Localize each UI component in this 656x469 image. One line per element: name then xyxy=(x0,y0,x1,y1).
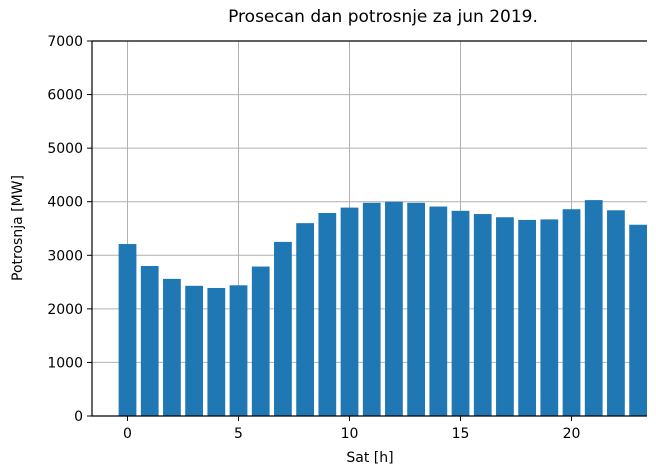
y-tick-label: 7000 xyxy=(47,34,83,50)
chart-title: Prosecan dan potrosnje za jun 2019. xyxy=(228,7,538,27)
axes-frame xyxy=(91,40,647,417)
bar xyxy=(473,214,492,416)
bar xyxy=(540,219,559,416)
x-tick-label: 0 xyxy=(123,426,132,442)
x-tick-label: 5 xyxy=(234,426,243,442)
bar xyxy=(140,266,159,416)
y-tick-label: 0 xyxy=(74,409,83,425)
bar xyxy=(229,285,248,416)
bar xyxy=(629,224,647,416)
bar xyxy=(362,202,381,416)
bar xyxy=(296,223,314,416)
y-tick-label: 5000 xyxy=(47,141,83,157)
x-tick-label: 15 xyxy=(452,426,470,442)
bar xyxy=(318,212,337,416)
bar xyxy=(518,219,536,416)
y-tick-label: 6000 xyxy=(47,88,83,104)
bar xyxy=(584,200,603,416)
y-tick-label: 1000 xyxy=(47,355,83,371)
bar xyxy=(429,206,448,416)
bar xyxy=(496,217,514,416)
y-tick-label: 4000 xyxy=(47,195,83,211)
bar xyxy=(340,207,359,416)
bar xyxy=(185,285,203,416)
x-tick-label: 10 xyxy=(341,426,359,442)
bar xyxy=(251,266,270,416)
bar xyxy=(407,202,425,416)
x-axis-label: Sat [h] xyxy=(346,450,393,466)
y-axis-label: Potrosnja [MW] xyxy=(10,175,26,281)
y-tick-label: 2000 xyxy=(47,302,83,318)
bar xyxy=(118,244,137,416)
bar xyxy=(385,201,403,416)
bar xyxy=(163,278,181,416)
bar xyxy=(207,287,226,416)
bar xyxy=(451,210,470,416)
bar xyxy=(607,210,625,416)
y-tick-label: 3000 xyxy=(47,248,83,264)
x-tick-label: 20 xyxy=(563,426,581,442)
bar xyxy=(274,241,292,416)
bar xyxy=(562,209,581,416)
